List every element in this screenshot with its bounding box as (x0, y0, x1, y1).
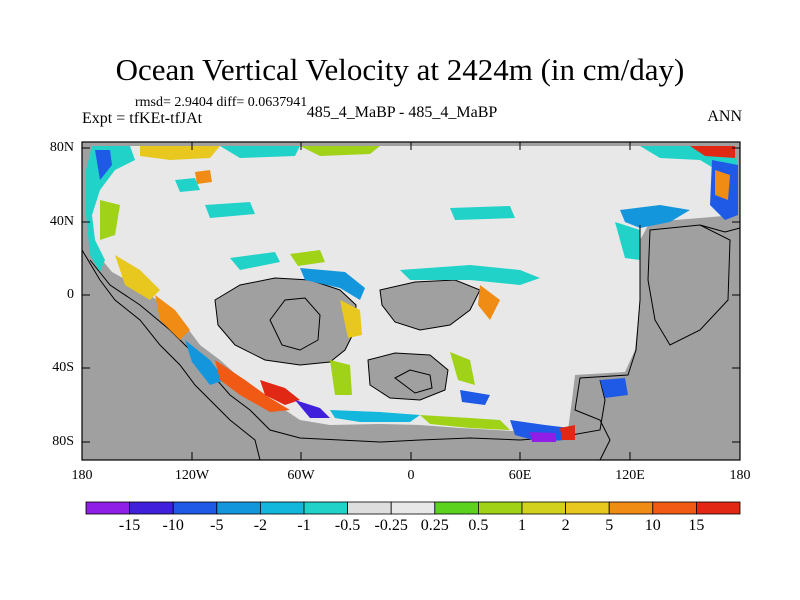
continent-north (379, 279, 481, 331)
colorbar-label: -2 (253, 517, 268, 534)
colorbar-label: 10 (644, 517, 661, 534)
colorbar-label: 0.25 (420, 517, 449, 534)
run-label: 485_4_MaBP - 485_4_MaBP (306, 104, 498, 121)
map-title: Ocean Vertical Velocity at 2424m (in cm/… (115, 52, 685, 87)
season-label: ANN (707, 108, 742, 125)
colorbar-label: 2 (561, 517, 570, 534)
colorbar-label: -1 (297, 517, 311, 534)
lat-tick-label: 40S (52, 360, 74, 375)
lat-tick-label: 0 (67, 287, 74, 302)
colorbar-label: -5 (210, 517, 224, 534)
colorbar-swatch (696, 501, 741, 515)
colorbar-swatch (347, 501, 392, 515)
colorbar-label: -10 (162, 517, 184, 534)
lon-tick-label: 180 (729, 468, 751, 483)
colorbar-swatch (259, 501, 305, 515)
colorbar-swatch (521, 501, 566, 515)
lat-tick-label: 80S (52, 434, 74, 449)
colorbar-swatch (85, 501, 130, 515)
colorbar-swatch (652, 501, 697, 515)
colorbar-label: -0.25 (374, 517, 408, 534)
lon-tick-label: 180 (71, 468, 93, 483)
colorbar-label: 5 (605, 517, 614, 534)
colorbar-swatch (477, 501, 523, 515)
colorbar-swatch (129, 501, 174, 515)
colorbar-swatch (303, 501, 348, 515)
lon-tick-label: 60E (508, 468, 532, 483)
outer-coastlines (81, 224, 741, 461)
continent-south (367, 352, 449, 401)
colorbar-swatch (390, 501, 436, 515)
continent-west (214, 277, 357, 366)
colorbar-swatch (172, 501, 218, 515)
lon-tick-label: 120E (615, 468, 645, 483)
axis-ticks (81, 142, 741, 460)
velocity-patches (86, 146, 738, 442)
colorbar-swatch (565, 501, 610, 515)
colorbar-swatch (216, 501, 261, 515)
lat-tick-label: 40N (49, 214, 74, 229)
colorbar-label: 1 (518, 517, 526, 534)
colorbar-label: 15 (688, 517, 705, 534)
experiment-label: Expt = tfKEt-tfJAt (82, 110, 203, 127)
colorbar-swatch (434, 501, 479, 515)
colorbar (85, 501, 741, 515)
continents (214, 277, 481, 401)
colorbar-label: -0.5 (334, 517, 361, 534)
lon-tick-label: 0 (407, 468, 415, 483)
lat-tick-label: 80N (49, 140, 74, 155)
colorbar-label: -15 (118, 517, 141, 534)
colorbar-label: 0.5 (468, 517, 489, 534)
colorbar-swatch (608, 501, 654, 515)
stats-label: rmsd= 2.9404 diff= 0.0637941 (135, 95, 308, 110)
lon-tick-label: 120W (174, 468, 210, 483)
lon-tick-label: 60W (287, 468, 315, 483)
